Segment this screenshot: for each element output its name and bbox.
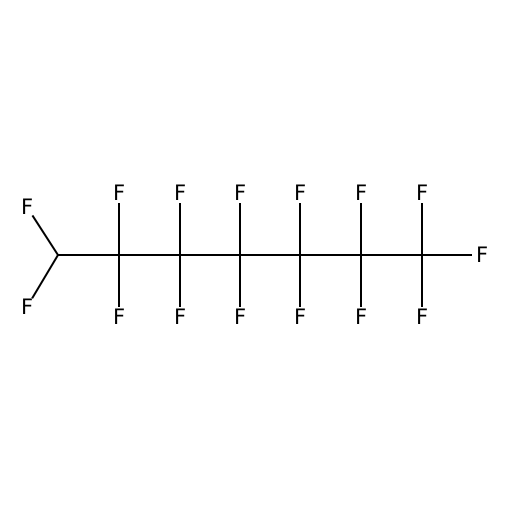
- atom-label-f1: F: [21, 195, 33, 219]
- atom-label-layer: F F F F F F F F F F F F F F F: [21, 181, 488, 329]
- atom-label-f5: F: [174, 181, 186, 205]
- atom-label-f2: F: [21, 295, 33, 319]
- atom-label-f14: F: [416, 305, 428, 329]
- atom-label-f4: F: [113, 305, 125, 329]
- atom-label-f10: F: [294, 305, 306, 329]
- atom-label-f9: F: [294, 181, 306, 205]
- atom-label-f8: F: [234, 305, 246, 329]
- bond-f1-c1: [31, 214, 59, 256]
- atom-label-f7: F: [234, 181, 246, 205]
- atom-label-f3: F: [113, 181, 125, 205]
- atom-label-f12: F: [355, 305, 367, 329]
- bond-f2-c1: [31, 254, 59, 299]
- atom-label-f6: F: [174, 305, 186, 329]
- atom-label-f11: F: [355, 181, 367, 205]
- atom-label-f13: F: [416, 181, 428, 205]
- atom-label-f15: F: [476, 243, 488, 267]
- bond-layer: [31, 203, 472, 307]
